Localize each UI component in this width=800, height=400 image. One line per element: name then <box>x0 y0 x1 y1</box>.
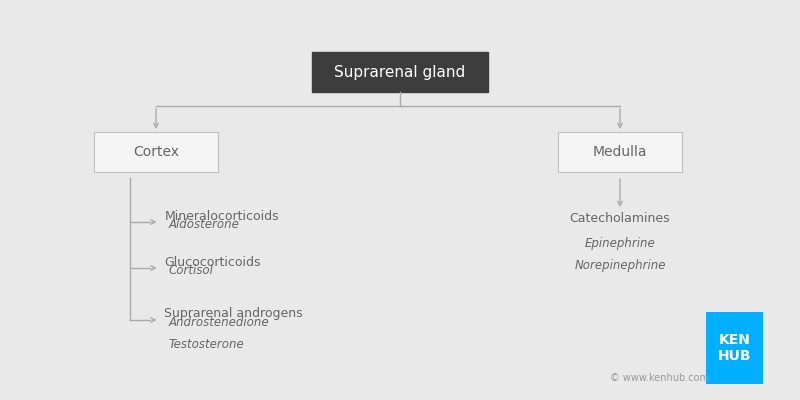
Text: Mineralocorticoids: Mineralocorticoids <box>165 210 279 222</box>
Bar <box>706 312 763 384</box>
Text: Epinephrine: Epinephrine <box>585 238 655 250</box>
Text: Catecholamines: Catecholamines <box>570 212 670 224</box>
Bar <box>558 132 682 172</box>
Text: Testosterone: Testosterone <box>169 338 244 350</box>
Text: Suprarenal gland: Suprarenal gland <box>334 64 466 80</box>
Text: KEN
HUB: KEN HUB <box>718 333 751 363</box>
Bar <box>312 52 488 92</box>
Text: Norepinephrine: Norepinephrine <box>574 260 666 272</box>
Text: Androstenedione: Androstenedione <box>169 316 269 328</box>
Text: Cortex: Cortex <box>133 145 179 159</box>
Text: Cortisol: Cortisol <box>169 264 214 276</box>
Text: Aldosterone: Aldosterone <box>169 218 239 230</box>
Text: Glucocorticoids: Glucocorticoids <box>165 256 261 268</box>
Text: Suprarenal androgens: Suprarenal androgens <box>165 308 303 320</box>
Text: Medulla: Medulla <box>593 145 647 159</box>
Text: © www.kenhub.com: © www.kenhub.com <box>610 373 710 383</box>
Bar <box>94 132 218 172</box>
